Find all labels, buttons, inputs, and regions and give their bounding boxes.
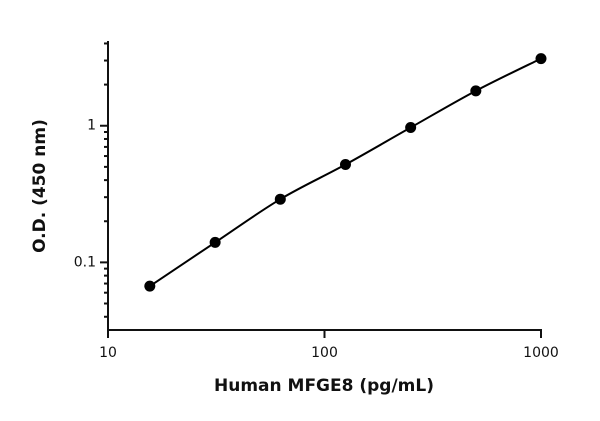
y-tick-label: 1 xyxy=(87,118,96,134)
data-point xyxy=(405,122,417,134)
data-point xyxy=(339,159,351,171)
data-point xyxy=(144,280,156,292)
data-point xyxy=(274,193,286,205)
y-axis-label: O.D. (450 nm) xyxy=(30,119,50,253)
data-point xyxy=(535,53,547,65)
fit-curve xyxy=(149,57,542,287)
x-tick-label: 100 xyxy=(311,345,338,361)
y-tick-label: 0.1 xyxy=(74,254,96,270)
x-tick-label: 1000 xyxy=(523,345,559,361)
data-point xyxy=(209,236,221,248)
x-axis-label: Human MFGE8 (pg/mL) xyxy=(214,376,434,396)
x-tick-label: 10 xyxy=(99,345,117,361)
data-point xyxy=(470,85,482,97)
